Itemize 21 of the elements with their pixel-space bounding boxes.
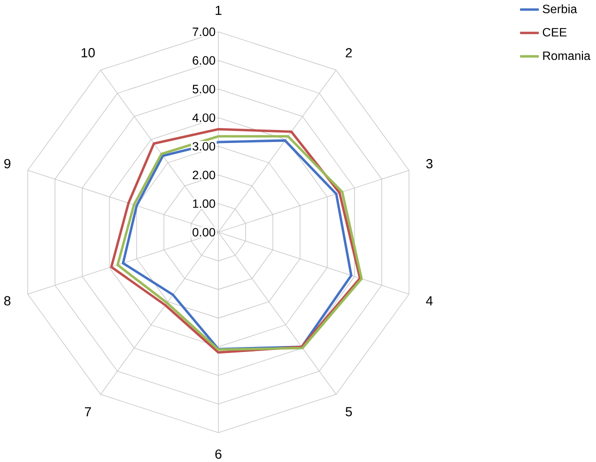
y-tick-label: 7.00 [192,27,216,36]
spoke-label: 1 [216,6,222,15]
legend-label: Serbia [542,4,578,14]
spoke-label: 9 [4,158,10,168]
y-tick-label: 2.00 [192,170,216,180]
y-tick-label: 1.00 [193,199,216,208]
spoke-label: 5 [346,406,352,416]
y-tick-label: 6.00 [192,56,216,64]
y-tick-label: 5.00 [192,84,216,94]
spoke-label: 3 [426,158,432,168]
spoke-label: 2 [346,48,352,58]
y-tick-label: 0.00 [192,228,216,236]
legend-label: Romania [543,50,590,60]
y-tick-label: 3.00 [192,142,216,150]
spoke-label: 6 [215,449,222,459]
y-tick-label: 4.00 [192,113,216,122]
spoke-label: 7 [84,407,91,416]
spoke-label: 4 [426,296,433,306]
spoke-label: 10 [82,48,95,58]
spoke-label: 8 [4,296,10,306]
legend-label: CEE [542,28,566,36]
